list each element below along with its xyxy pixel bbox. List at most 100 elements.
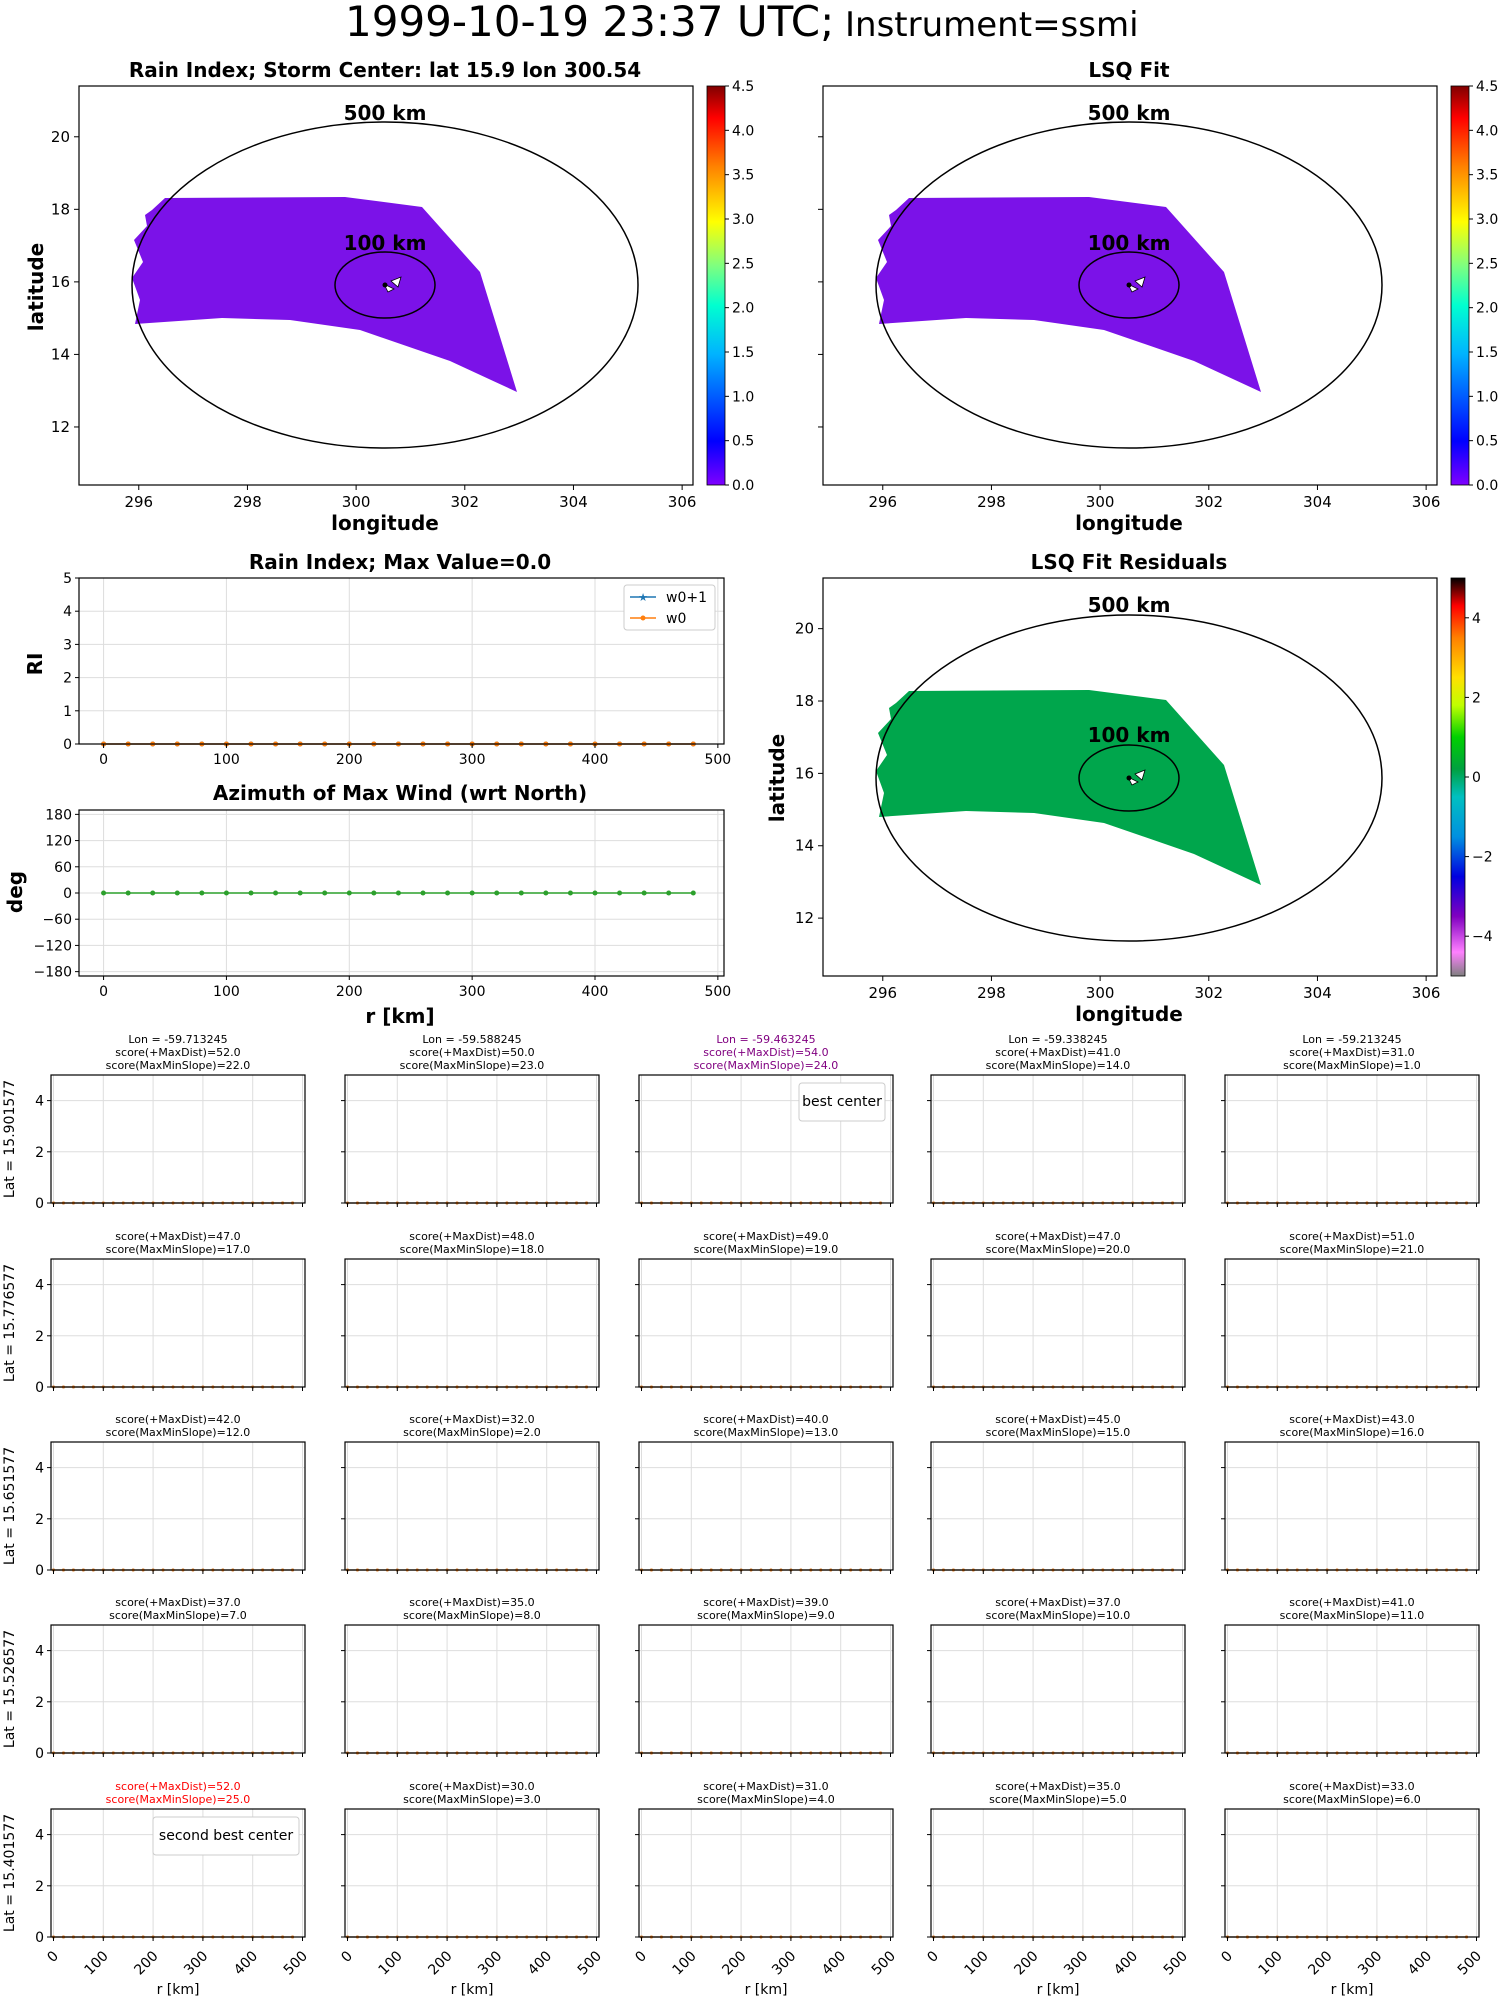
candidate-score-maxdist: score(+MaxDist)=49.0 [703,1230,828,1243]
x-tick-label: 300 [1355,1948,1385,1978]
rain-map-ticks: 296 298 300 302 304 306 12 14 16 18 20 [51,128,697,511]
colorbar-tick-label: 3.5 [1476,168,1498,184]
plot-frame [930,1441,1186,1571]
x-tick-label: 0 [632,1948,650,1966]
y-tick-label: 0 [35,1930,44,1946]
rain-index-ylabel: RI [23,653,47,676]
candidate-panel-r3c2: score(+MaxDist)=39.0score(MaxMinSlope)=9… [635,1596,894,1757]
x-tick-label: 0 [99,984,108,1000]
y-tick-label: 4 [35,1461,44,1477]
candidate-panel-r1c1: score(+MaxDist)=48.0score(MaxMinSlope)=1… [341,1230,600,1391]
colorbar-tick-label: 4.0 [1476,123,1498,139]
rain-map-swath-group [132,197,517,392]
colorbar-tick-label: 2 [1472,690,1481,706]
candidate-score-slope: score(MaxMinSlope)=25.0 [106,1793,251,1806]
candidate-panel-r4c0: score(+MaxDist)=52.0score(MaxMinSlope)=2… [2,1780,311,1998]
second-best-center-label: second best center [159,1828,293,1844]
candidate-panel-r4c2: score(+MaxDist)=31.0score(MaxMinSlope)=4… [632,1780,899,1998]
y-tick-label: 120 [45,834,72,850]
x-tick-label: 0 [338,1948,356,1966]
x-tick-label: 200 [1305,1948,1335,1978]
y-tick-label: 3 [63,637,72,653]
rain-map-ylabel: latitude [24,243,48,331]
plot-frame [930,1074,1186,1204]
candidate-score-slope: score(MaxMinSlope)=8.0 [403,1609,541,1622]
candidate-score-slope: score(MaxMinSlope)=23.0 [400,1059,545,1072]
best-center-box [798,1082,886,1122]
candidate-xlabel: r [km] [1037,1982,1080,1998]
candidate-lon-label: Lon = -59.713245 [128,1033,227,1046]
lsq-fit-panel: LSQ Fit 500 km 100 km 296 298 300 302 304 306… [818,58,1498,535]
x-tick-label: 300 [475,1948,505,1978]
candidate-score-maxdist: score(+MaxDist)=42.0 [115,1413,240,1426]
x-tick-label: 300 [459,752,486,768]
candidate-panel-r0c4: Lon = -59.213245score(+MaxDist)=31.0scor… [1221,1033,1480,1207]
y-tick-label: −180 [34,965,72,981]
x-tick-label: 304 [559,493,588,511]
y-tick-label: 20 [51,128,70,146]
y-tick-label: 20 [795,620,814,638]
azimuth-ylabel: deg [3,871,27,913]
x-tick-label: 300 [769,1948,799,1978]
residual-ring-100km [1078,744,1180,812]
candidate-score-maxdist: score(+MaxDist)=37.0 [115,1596,240,1609]
candidate-panel-r2c4: score(+MaxDist)=43.0score(MaxMinSlope)=1… [1221,1413,1480,1574]
series-point [567,890,573,896]
candidate-score-maxdist: score(+MaxDist)=39.0 [703,1596,828,1609]
candidate-score-slope: score(MaxMinSlope)=1.0 [1283,1059,1421,1072]
plot-frame [344,1258,600,1388]
x-tick-label: 300 [181,1948,211,1978]
plot-frame [638,1624,894,1754]
colorbar-tick-label: 1.5 [1476,345,1498,361]
candidate-lon-label: Lon = -59.338245 [1008,1033,1107,1046]
colorbar-tick-label: 2.0 [1476,301,1498,317]
candidate-score-maxdist: score(+MaxDist)=33.0 [1289,1780,1414,1793]
y-tick-label: 0 [35,1746,44,1762]
x-tick-label: 296 [868,493,897,511]
series-point [592,890,598,896]
x-tick-label: 298 [977,984,1006,1002]
series-point [174,890,180,896]
candidate-xlabel: r [km] [745,1982,788,1998]
plot-frame [344,1808,600,1938]
series-point [322,890,328,896]
rain-map-colorbar [706,85,726,486]
rain-map-center-dot [382,282,388,288]
plot-frame [1224,1258,1480,1388]
residual-panel: LSQ Fit Residuals 500 km 100 km 296 298 30… [765,550,1493,1026]
series-point [346,890,352,896]
x-tick-label: 100 [376,1948,406,1978]
colorbar-tick-label: 3.5 [732,168,754,184]
residual-label-100km: 100 km [1088,723,1171,747]
colorbar-tick-label: 0.5 [732,434,754,450]
x-tick-label: 298 [977,493,1006,511]
legend-star-icon: ★ [638,591,648,604]
candidate-score-maxdist: score(+MaxDist)=30.0 [409,1780,534,1793]
colorbar-tick-label: 2.5 [1476,256,1498,272]
rain-map-label-100km: 100 km [344,231,427,255]
x-tick-label: 200 [336,752,363,768]
x-tick-label: 0 [924,1948,942,1966]
candidate-panel-r2c2: score(+MaxDist)=40.0score(MaxMinSlope)=1… [635,1413,894,1574]
lsq-fit-frame [822,85,1438,486]
x-tick-label: 0 [44,1948,62,1966]
candidate-panel-r0c2: Lon = -59.463245score(+MaxDist)=54.0scor… [635,1033,894,1207]
colorbar-tick-label: 3.0 [732,212,754,228]
series-point [420,890,426,896]
x-tick-label: 400 [1111,1948,1141,1978]
candidate-score-slope: score(MaxMinSlope)=17.0 [106,1243,251,1256]
candidate-panel-r0c3: Lon = -59.338245score(+MaxDist)=41.0scor… [927,1033,1186,1207]
candidate-score-maxdist: score(+MaxDist)=50.0 [409,1046,534,1059]
x-tick-label: 296 [868,984,897,1002]
candidate-lat-label: Lat = 15.776577 [2,1264,18,1382]
x-tick-label: 306 [1412,493,1441,511]
x-tick-label: 100 [1256,1948,1286,1978]
candidate-panel-r2c1: score(+MaxDist)=32.0score(MaxMinSlope)=2… [341,1413,600,1574]
residual-colorbar-ticks: −4 −2 0 2 4 [1465,611,1493,945]
x-tick-label: 302 [1194,493,1223,511]
rain-index-legend: ★ w0+1 w0 [623,584,716,631]
x-tick-label: 302 [450,493,479,511]
rain-map-panel: Rain Index; Storm Center: lat 15.9 lon 3… [24,58,754,535]
plot-frame [1224,1074,1480,1204]
plot-frame [930,1258,1186,1388]
